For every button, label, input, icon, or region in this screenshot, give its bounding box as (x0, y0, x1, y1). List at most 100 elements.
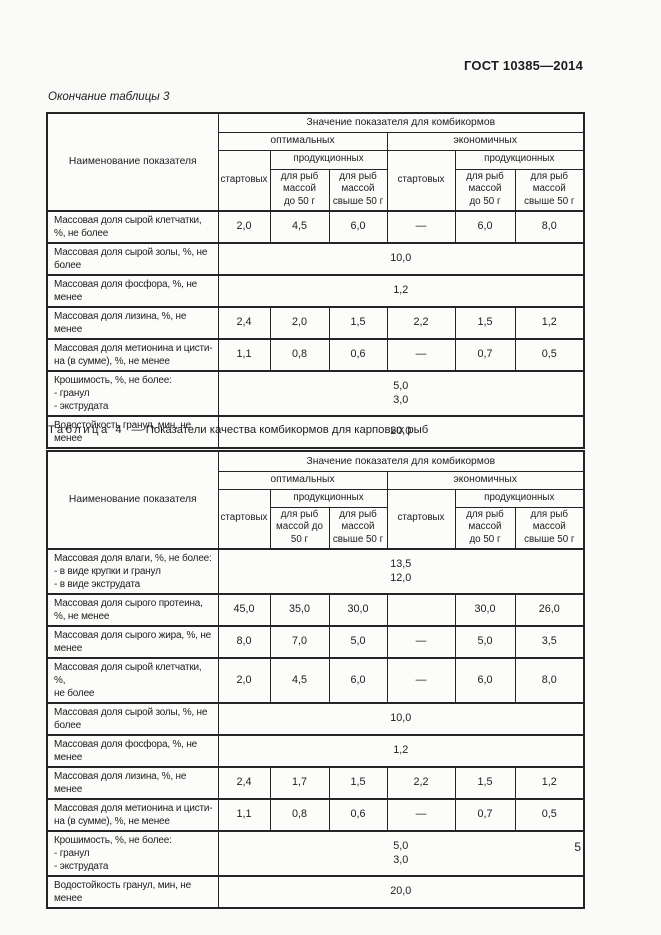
value-cell: 8,0 (217, 624, 271, 659)
value-cell: 1,5 (328, 305, 388, 340)
merged-value-cell: 1,2 (217, 273, 585, 308)
row-label: Массовая доля сырого жира, %, не менее (46, 624, 219, 659)
row-label: Массовая доля фосфора, %, не менее (46, 733, 219, 768)
value-cell: 2,2 (386, 305, 456, 340)
row-label: Массовая доля сырой клетчатки, %, не бол… (46, 656, 219, 704)
header-starter: стартовых (386, 488, 456, 550)
table-row: Водостойкость гранул, мин, не менее 20,0 (46, 874, 585, 909)
value-cell: 0,8 (269, 797, 330, 832)
table3-body: Массовая доля сырой клетчатки, %, не бол… (46, 209, 585, 449)
table-row: оптимальных экономичных (47, 131, 585, 151)
header-fish-under-50: для рыб массой до 50 г (269, 506, 330, 550)
table-row: Наименование показателя Значение показат… (46, 112, 585, 212)
value-cell: 1,7 (269, 765, 330, 800)
value-cell: 1,5 (328, 765, 388, 800)
merged-value-cell: 5,0 3,0 (217, 369, 585, 417)
header-economic: экономичных (386, 470, 585, 490)
header-starter: стартовых (217, 488, 271, 550)
value-cell: 26,0 (514, 592, 585, 627)
table-row: Массовая доля сырой клетчатки, %, не бол… (46, 209, 585, 244)
value-cell: 5,0 (328, 624, 388, 659)
row-label: Массовая доля влаги, %, не более: - в ви… (46, 547, 219, 595)
table-row: Массовая доля лизина, %, не менее 2,4 1,… (46, 765, 585, 800)
table-row: Массовая доля сырой золы, %, не более 10… (46, 701, 585, 736)
header-name-col: Наименование показателя (46, 112, 219, 212)
row-label: Массовая доля фосфора, %, не менее (46, 273, 219, 308)
table-row: для рыб массой до 50 г для рыб массой св… (47, 168, 585, 212)
value-cell: — (386, 337, 456, 372)
value-cell: 2,0 (217, 656, 271, 704)
table4: Наименование показателя Значение показат… (46, 450, 586, 909)
header-fish-over-50: для рыб массой свыше 50 г (514, 506, 585, 550)
value-cell: 0,7 (454, 797, 516, 832)
row-label: Массовая доля метионина и цисти- на (в с… (46, 337, 219, 372)
merged-value-cell: 10,0 (217, 701, 585, 736)
value-cell: 2,4 (217, 305, 271, 340)
table-row: Массовая доля фосфора, %, не менее 1,2 (46, 273, 585, 308)
row-label: Массовая доля сырой золы, %, не более (46, 241, 219, 276)
table3-continuation: Наименование показателя Значение показат… (46, 112, 586, 449)
table-row: Массовая доля влаги, %, не более: - в ви… (46, 547, 585, 595)
header-starter: стартовых (217, 149, 271, 212)
value-cell: 1,2 (514, 765, 585, 800)
value-cell: 2,2 (386, 765, 456, 800)
value-cell: 0,7 (454, 337, 516, 372)
header-economic: экономичных (386, 131, 585, 151)
value-cell: 30,0 (328, 592, 388, 627)
row-label: Массовая доля сырой клетчатки, %, не бол… (46, 209, 219, 244)
table-row: Крошимость, %, не более: - гранул - экст… (46, 829, 585, 877)
header-production: продукционных (454, 488, 585, 508)
header-value-group: Значение показателя для комбикормов (217, 450, 585, 472)
table-row: стартовых продукционных стартовых продук… (47, 149, 585, 212)
value-cell: 6,0 (328, 209, 388, 244)
value-cell: 4,5 (269, 209, 330, 244)
table4-caption-title: — Показатели качества комбикормов для ка… (131, 424, 429, 436)
header-starter: стартовых (386, 149, 456, 212)
header-fish-under-50: для рыб массой до 50 г (454, 168, 516, 212)
value-cell: 8,0 (514, 656, 585, 704)
document-number: ГОСТ 10385—2014 (464, 58, 583, 73)
merged-value-cell: 5,0 3,0 (217, 829, 585, 877)
table-row: Массовая доля фосфора, %, не менее 1,2 (46, 733, 585, 768)
merged-value-cell: 13,5 12,0 (217, 547, 585, 595)
table-row: Массовая доля сырой золы, %, не более 10… (46, 241, 585, 276)
value-cell: 2,4 (217, 765, 271, 800)
value-cell: — (386, 797, 456, 832)
value-cell: 1,1 (217, 797, 271, 832)
value-cell: 1,1 (217, 337, 271, 372)
value-cell: — (386, 656, 456, 704)
value-cell: 35,0 (269, 592, 330, 627)
header-production: продукционных (269, 488, 388, 508)
table4-caption: Таблица 4 — Показатели качества комбикор… (48, 424, 428, 436)
value-cell: 6,0 (454, 209, 516, 244)
header-optimal: оптимальных (217, 470, 388, 490)
table-row: Наименование показателя Значение показат… (46, 450, 585, 550)
table4-header: Наименование показателя Значение показат… (46, 450, 585, 550)
header-production: продукционных (269, 149, 388, 170)
merged-value-cell: 1,2 (217, 733, 585, 768)
header-production: продукционных (454, 149, 585, 170)
table3-continuation-caption: Окончание таблицы 3 (48, 91, 170, 103)
header-value-group: Значение показателя для комбикормов (217, 112, 585, 133)
table-row: Массовая доля сырой клетчатки, %, не бол… (46, 656, 585, 704)
row-label: Водостойкость гранул, мин, не менее (46, 414, 219, 449)
header-optimal: оптимальных (217, 131, 388, 151)
table-row: стартовых продукционных стартовых продук… (47, 488, 585, 550)
value-cell: 8,0 (514, 209, 585, 244)
value-cell: 3,5 (514, 624, 585, 659)
value-cell: 0,5 (514, 797, 585, 832)
header-fish-over-50: для рыб массой свыше 50 г (514, 168, 585, 212)
row-label: Массовая доля лизина, %, не менее (46, 765, 219, 800)
value-cell: 30,0 (454, 592, 516, 627)
table-row: Массовая доля метионина и цисти- на (в с… (46, 797, 585, 832)
table4-body: Массовая доля влаги, %, не более: - в ви… (46, 547, 585, 909)
value-cell: 0,6 (328, 337, 388, 372)
value-cell: — (386, 624, 456, 659)
table4-caption-label: Таблица 4 (48, 424, 125, 436)
value-cell: 1,5 (454, 765, 516, 800)
merged-value-cell: 20,0 (217, 874, 585, 909)
merged-value-cell: 20,0 (217, 414, 585, 449)
row-label: Крошимость, %, не более: - гранул - экст… (46, 829, 219, 877)
header-fish-under-50: для рыб массой до 50 г (454, 506, 516, 550)
